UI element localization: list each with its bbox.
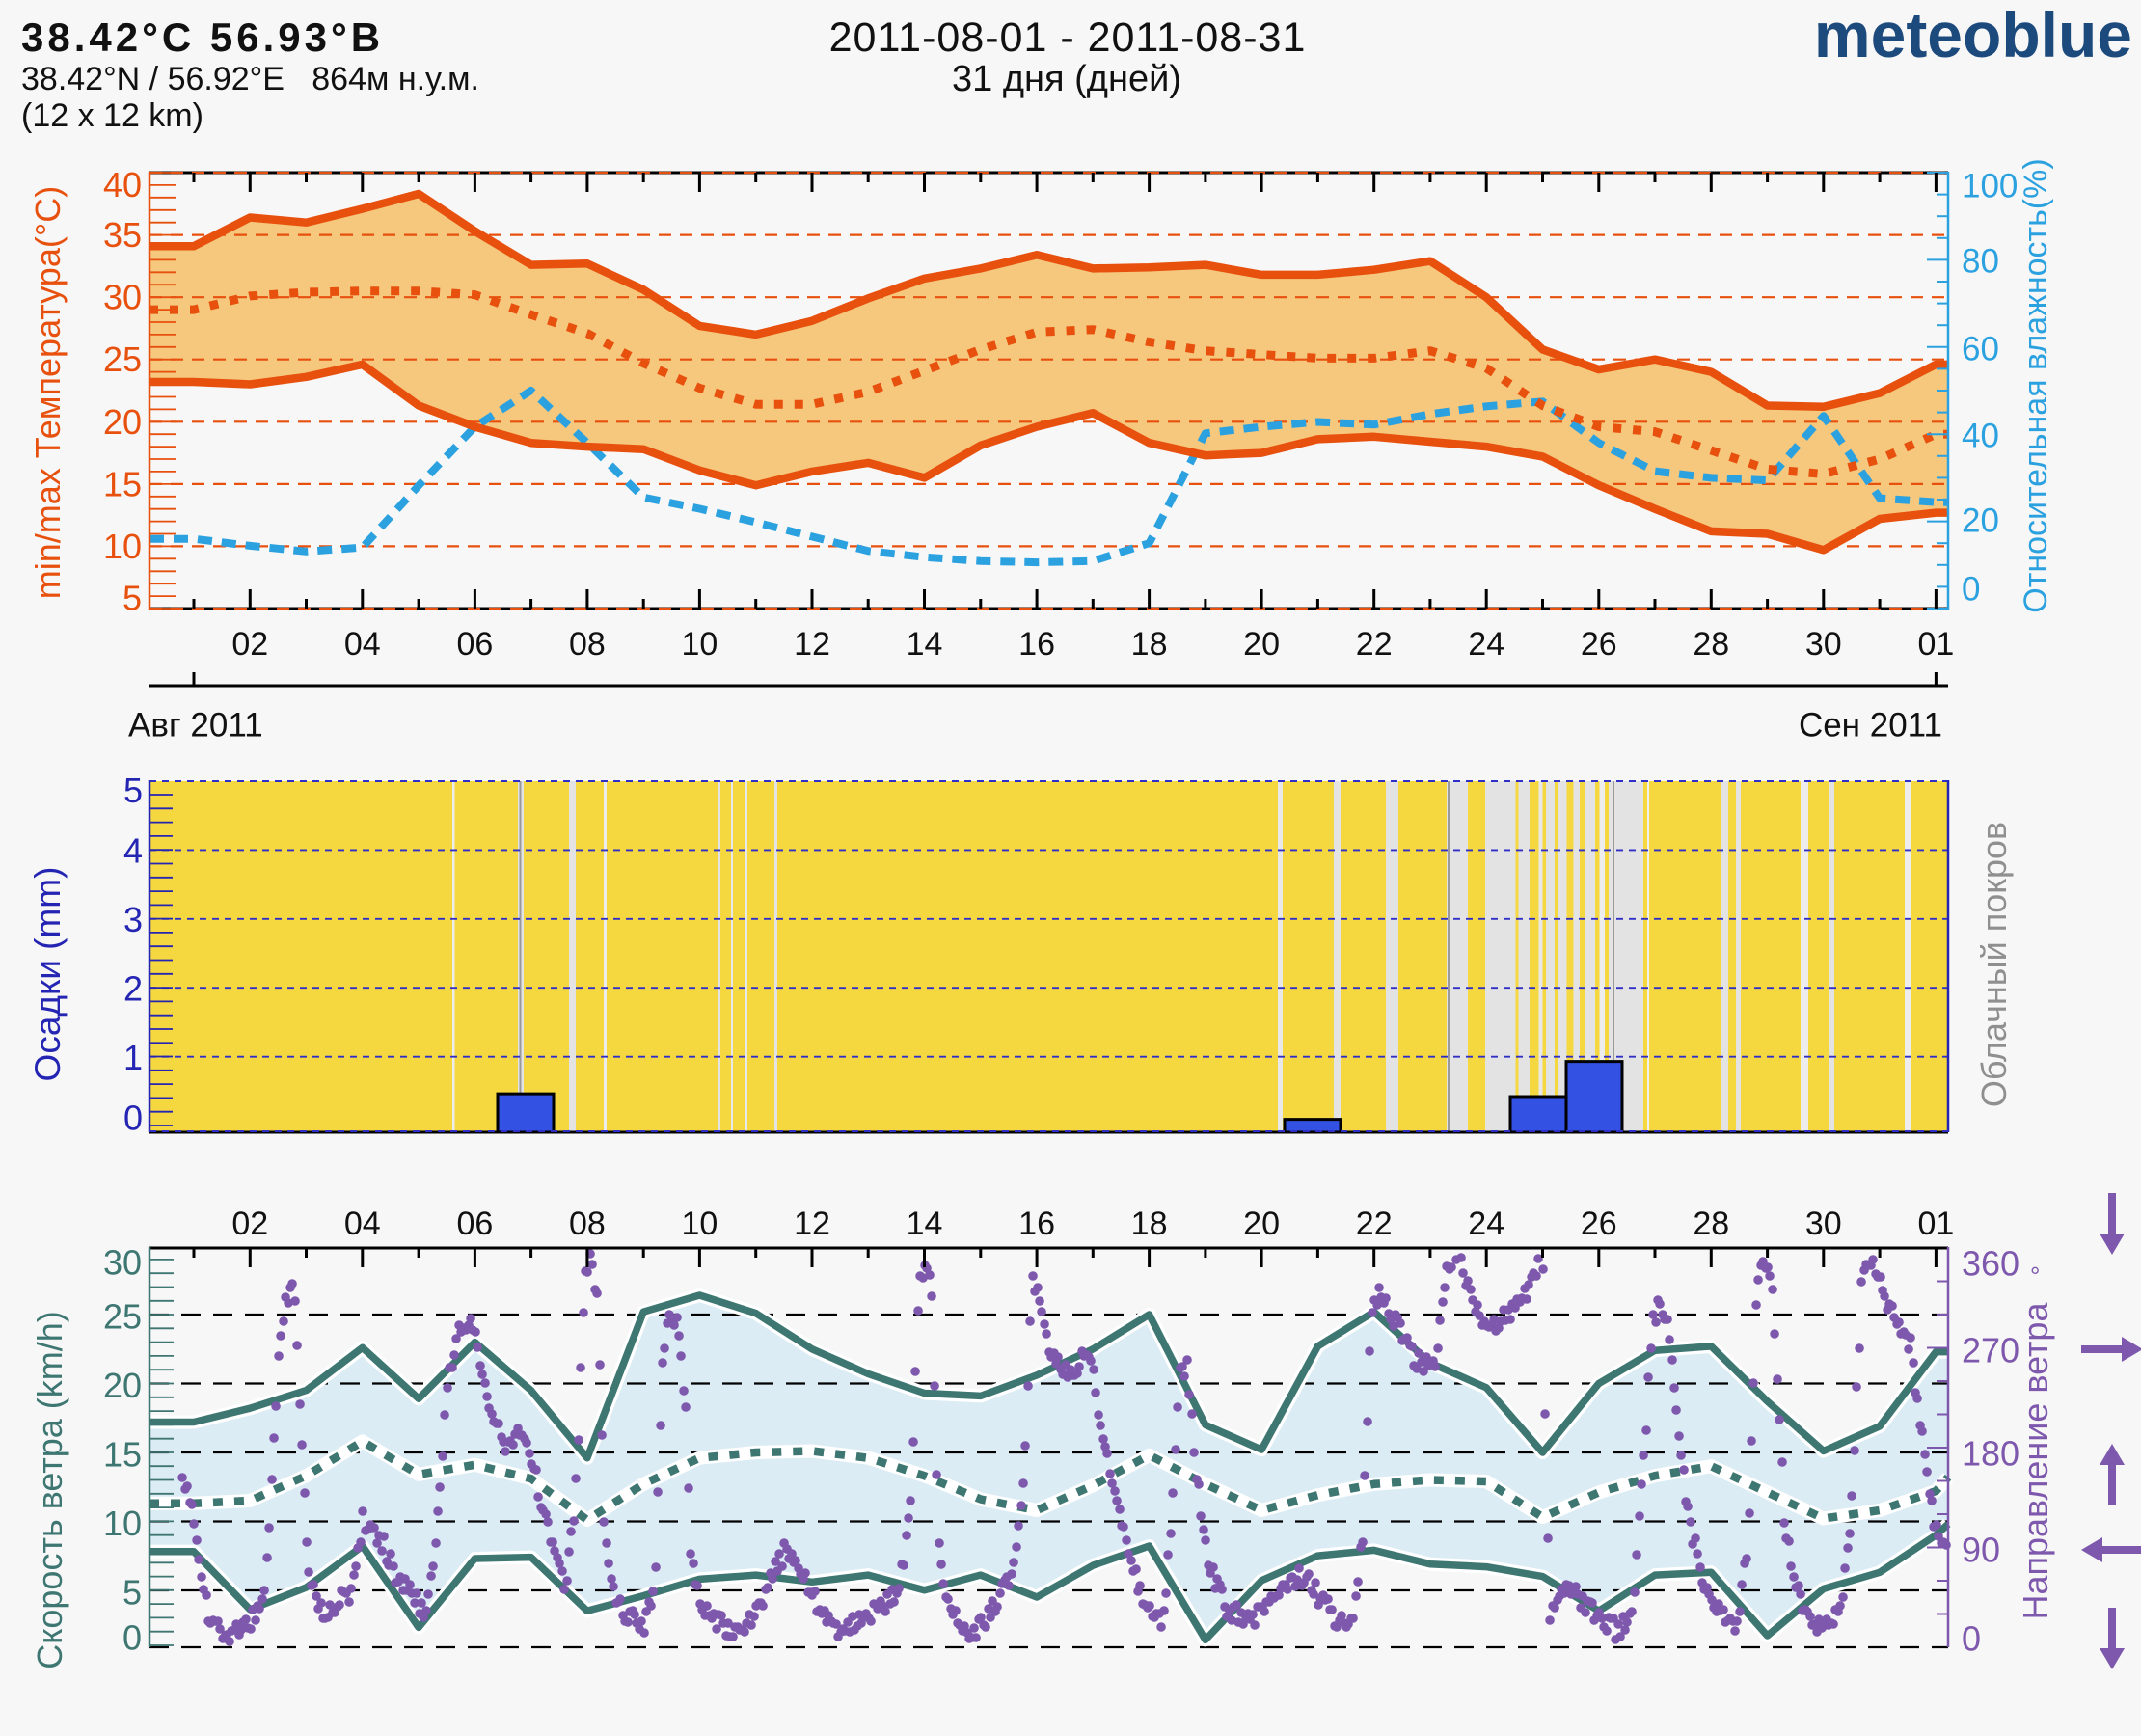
- svg-text:10: 10: [103, 1504, 142, 1543]
- svg-text:1: 1: [123, 1038, 143, 1077]
- svg-text:01: 01: [1917, 1206, 1954, 1242]
- svg-text:Сен 2011: Сен 2011: [1799, 707, 1942, 745]
- svg-text:60: 60: [1962, 331, 1999, 368]
- svg-text:40: 40: [103, 165, 142, 204]
- svg-text:35: 35: [103, 215, 142, 255]
- svg-text:180: 180: [1962, 1434, 2019, 1474]
- svg-text:20: 20: [103, 1366, 142, 1405]
- svg-text:14: 14: [907, 626, 943, 663]
- svg-text:16: 16: [1018, 626, 1055, 663]
- svg-text:30: 30: [103, 278, 142, 317]
- svg-text:80: 80: [1962, 243, 1999, 281]
- svg-text:31 дня (дней): 31 дня (дней): [952, 59, 1181, 99]
- svg-text:04: 04: [344, 626, 381, 663]
- svg-text:25: 25: [103, 1297, 142, 1337]
- svg-text:38.42°N / 56.92°E 864м н.у.м: 38.42°N / 56.92°E 864м н.у.м.: [21, 61, 479, 97]
- svg-text:°: °: [2030, 1261, 2040, 1290]
- svg-text:270: 270: [1962, 1331, 2019, 1370]
- svg-text:16: 16: [1018, 1206, 1055, 1242]
- svg-text:5: 5: [122, 579, 142, 618]
- svg-text:2011-08-01 - 2011-08-31: 2011-08-01 - 2011-08-31: [829, 14, 1307, 61]
- svg-text:14: 14: [907, 1206, 943, 1242]
- svg-text:meteoblue: meteoblue: [1814, 0, 2132, 70]
- svg-text:26: 26: [1581, 1206, 1617, 1242]
- svg-text:30: 30: [1805, 1206, 1842, 1242]
- svg-text:04: 04: [344, 1206, 381, 1242]
- svg-text:18: 18: [1131, 626, 1168, 663]
- svg-text:Направление ветра: Направление ветра: [2016, 1302, 2055, 1620]
- svg-text:10: 10: [103, 527, 142, 566]
- svg-text:24: 24: [1468, 1206, 1504, 1242]
- svg-text:(12 x 12 km): (12 x 12 km): [21, 97, 203, 134]
- svg-text:90: 90: [1962, 1531, 2000, 1570]
- svg-text:08: 08: [569, 626, 606, 663]
- svg-text:5: 5: [123, 771, 143, 810]
- svg-text:Осадки (mm): Осадки (mm): [28, 867, 68, 1082]
- svg-text:18: 18: [1131, 1206, 1168, 1242]
- svg-text:22: 22: [1356, 1206, 1393, 1242]
- svg-text:15: 15: [103, 1435, 142, 1475]
- svg-text:40: 40: [1962, 418, 1999, 455]
- svg-text:06: 06: [456, 626, 493, 663]
- svg-text:100: 100: [1962, 168, 2018, 205]
- svg-text:06: 06: [456, 1206, 493, 1242]
- svg-text:0: 0: [122, 1618, 142, 1658]
- svg-text:10: 10: [681, 1206, 718, 1242]
- svg-text:26: 26: [1581, 626, 1617, 663]
- svg-text:20: 20: [1962, 502, 1999, 540]
- svg-text:28: 28: [1693, 626, 1729, 663]
- svg-text:12: 12: [794, 626, 830, 663]
- svg-text:28: 28: [1693, 1206, 1729, 1242]
- svg-text:20: 20: [1243, 1206, 1280, 1242]
- svg-text:3: 3: [123, 900, 143, 939]
- svg-text:0: 0: [123, 1099, 143, 1138]
- svg-text:02: 02: [231, 626, 268, 663]
- svg-text:min/max Температура(°C): min/max Температура(°C): [28, 186, 68, 599]
- svg-text:Облачный покров: Облачный покров: [1974, 822, 2014, 1107]
- svg-text:Относительная влажность(%): Относительная влажность(%): [2018, 158, 2054, 612]
- svg-text:15: 15: [103, 464, 142, 503]
- svg-text:0: 0: [1962, 1619, 1981, 1659]
- svg-text:30: 30: [103, 1243, 142, 1283]
- svg-text:02: 02: [231, 1206, 268, 1242]
- svg-text:5: 5: [122, 1573, 142, 1613]
- svg-text:20: 20: [103, 402, 142, 442]
- svg-text:Авг 2011: Авг 2011: [128, 707, 263, 745]
- svg-text:22: 22: [1356, 626, 1393, 663]
- svg-text:30: 30: [1805, 626, 1842, 663]
- svg-text:38.42°C 56.93°В: 38.42°C 56.93°В: [21, 14, 384, 60]
- svg-text:0: 0: [1962, 571, 1980, 609]
- svg-text:Скорость ветра (km/h): Скорость ветра (km/h): [30, 1311, 69, 1669]
- svg-text:08: 08: [569, 1206, 606, 1242]
- svg-text:01: 01: [1917, 626, 1954, 663]
- svg-text:12: 12: [794, 1206, 830, 1242]
- svg-text:24: 24: [1468, 626, 1504, 663]
- svg-text:2: 2: [123, 969, 143, 1009]
- svg-text:25: 25: [103, 339, 142, 379]
- svg-text:360: 360: [1962, 1244, 2019, 1284]
- svg-text:10: 10: [681, 626, 718, 663]
- svg-text:4: 4: [123, 831, 143, 871]
- svg-text:20: 20: [1243, 626, 1280, 663]
